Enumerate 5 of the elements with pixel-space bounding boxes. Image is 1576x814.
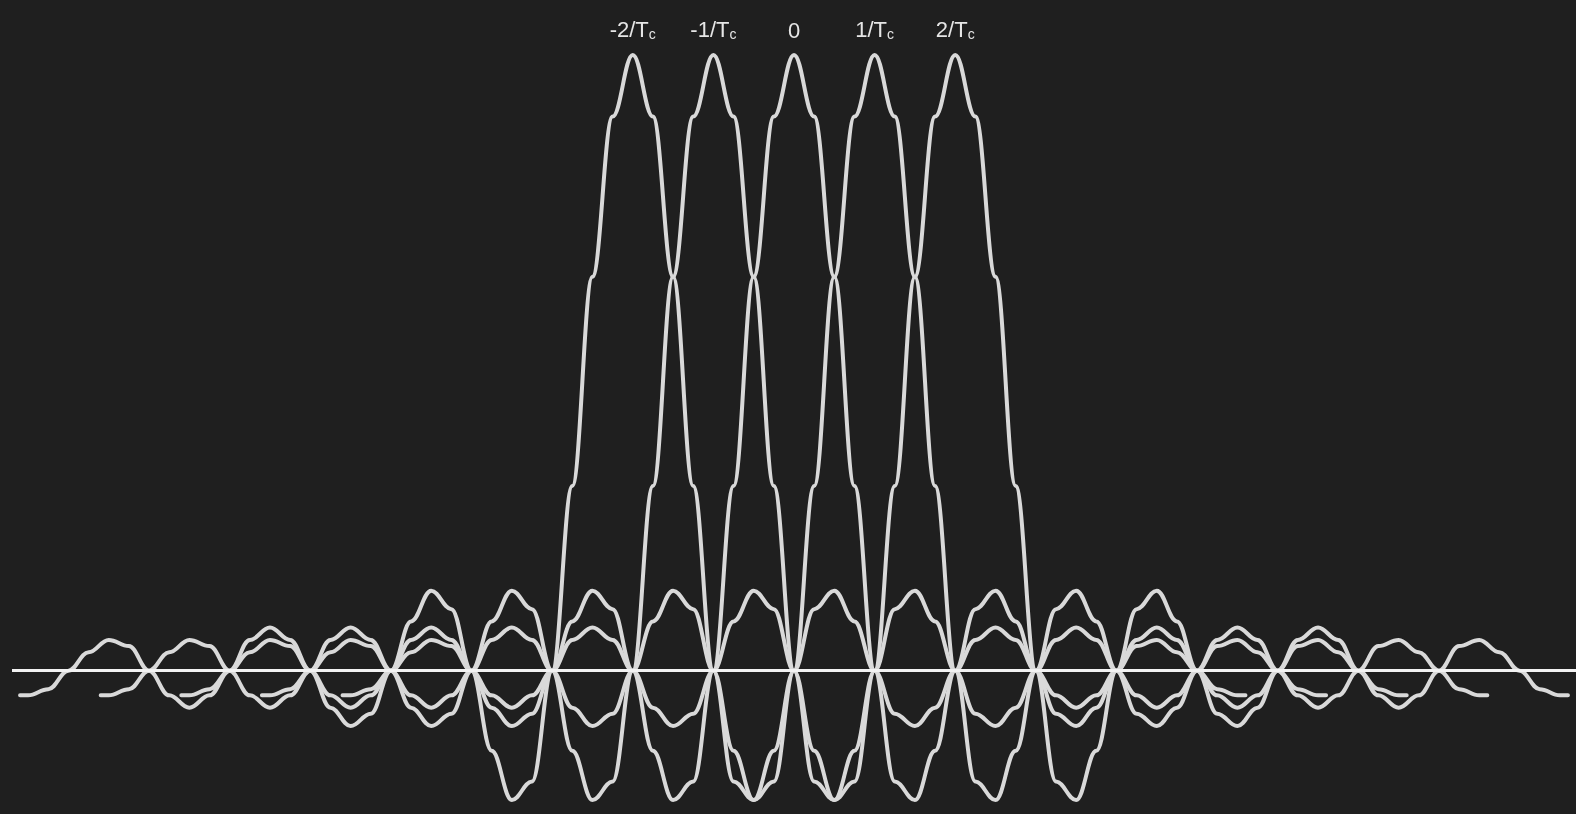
x-tick-label: 2/Tc: [935, 16, 975, 42]
x-tick-label: -1/Tc: [690, 16, 737, 42]
x-tick-label: 0: [787, 17, 801, 43]
x-tick-label: 1/Tc: [855, 16, 895, 42]
x-tick-label: -2/Tc: [609, 16, 656, 42]
